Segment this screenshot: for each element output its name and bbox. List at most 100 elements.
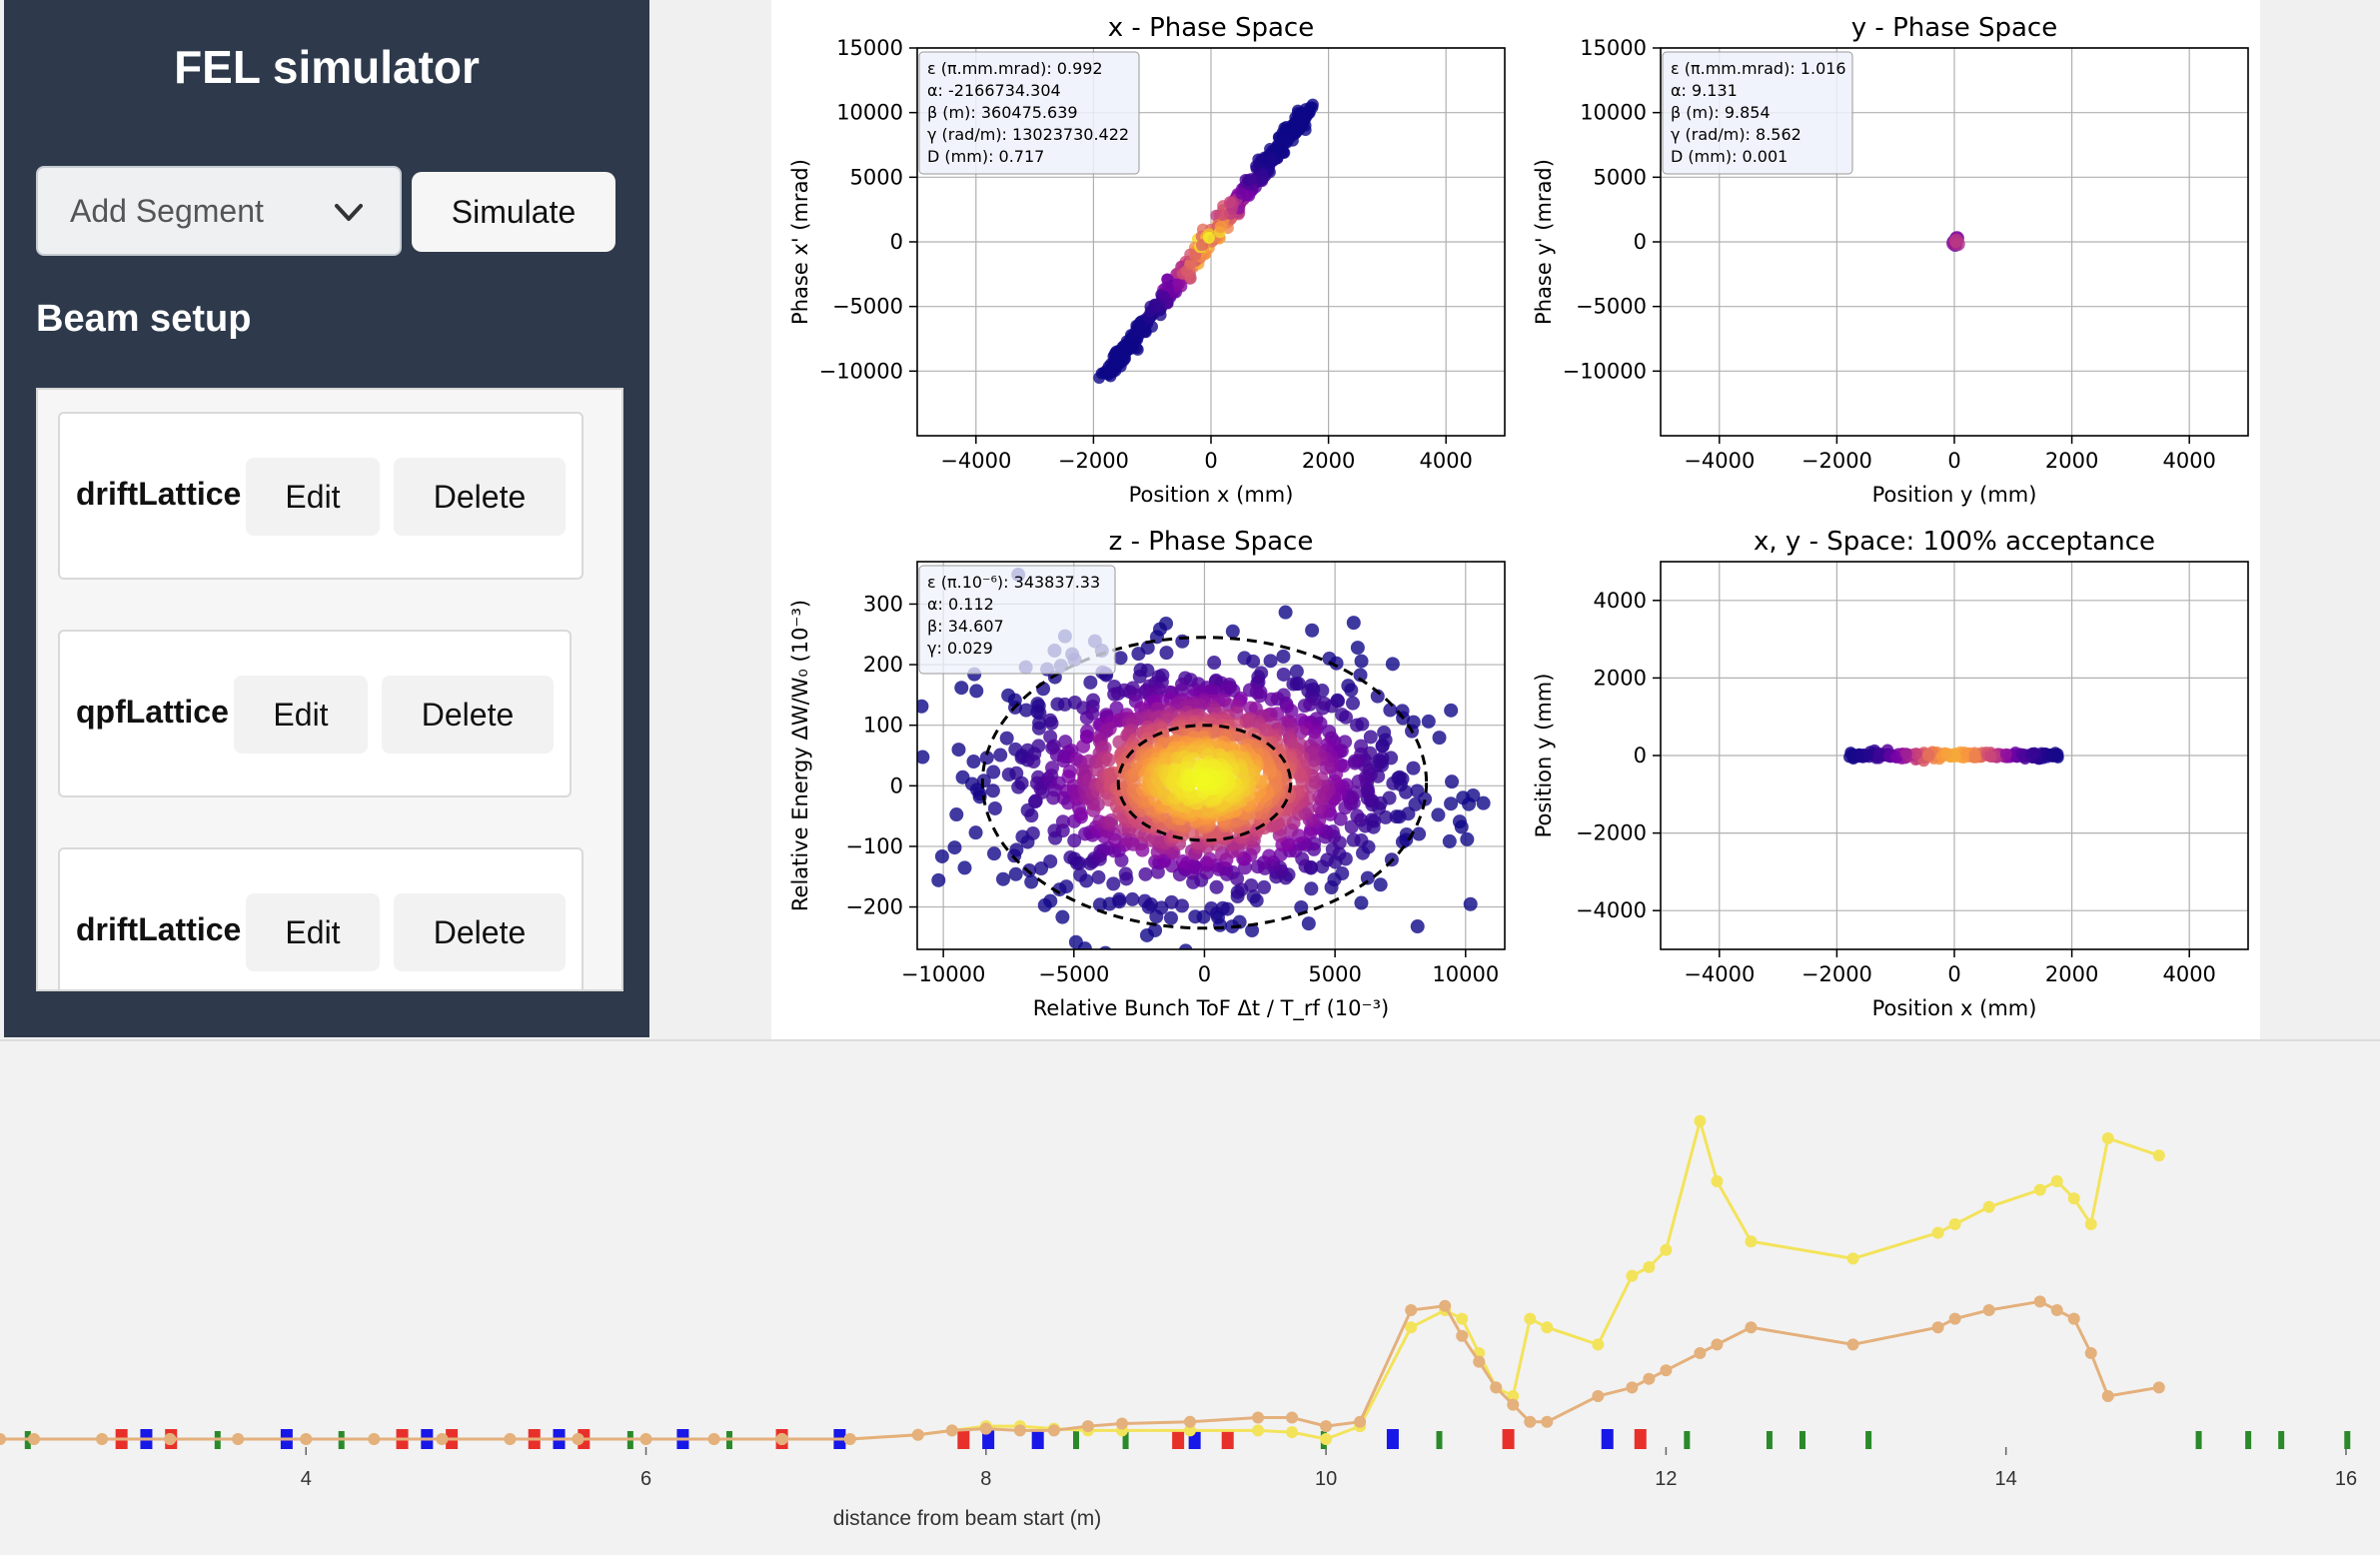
scatter-point [999, 731, 1014, 746]
add-segment-label: Add Segment [70, 192, 264, 229]
acceptance-ellipse [980, 636, 1429, 930]
series-point [1252, 1411, 1265, 1424]
series-point [1524, 1312, 1537, 1325]
edit-button[interactable]: Edit [246, 458, 380, 536]
series-point [572, 1433, 585, 1445]
scatter-point [1421, 714, 1436, 729]
y-tick-label: −2000 [1576, 821, 1647, 845]
segment-card: driftLattice Edit Delete [58, 847, 584, 989]
plot-title: x - Phase Space [1108, 13, 1314, 43]
stats-box-bg [1662, 51, 1853, 175]
scatter-point [1209, 879, 1224, 894]
stats-line: γ (rad/m): 13023730.422 [927, 125, 1129, 144]
scatter-point [1067, 851, 1082, 866]
series-point [1660, 1364, 1673, 1377]
scatter-point [1335, 708, 1350, 723]
y-tick-label: 5000 [850, 165, 903, 189]
scatter-point [917, 750, 930, 765]
scatter-point [1154, 953, 1168, 967]
series-point [979, 1422, 992, 1435]
stats-line: D (mm): 0.001 [1671, 147, 1787, 166]
y-tick-label: −5000 [832, 295, 903, 319]
scatter-point [1348, 756, 1363, 771]
stats-box: ε (π.10⁻⁶): 343837.33 α: 0.112 β: 34.607 γ:… [918, 565, 1116, 675]
scatter-points [1093, 98, 1319, 385]
simulate-button[interactable]: Simulate [412, 172, 615, 252]
series-point [1643, 1372, 1656, 1385]
x-tick-label: 10 [1315, 1468, 1337, 1490]
series-0 [0, 1114, 2165, 1445]
series-point [1592, 1390, 1605, 1402]
scatter-point [1067, 833, 1082, 848]
x-tick-label: 4000 [2162, 962, 2215, 986]
stats-line: ε (π.10⁻⁶): 343837.33 [927, 573, 1100, 592]
y-tick-label: 0 [890, 230, 903, 254]
scatter-point [1281, 136, 1294, 149]
x-tick-label: −2000 [1801, 449, 1872, 473]
segment-list[interactable]: driftLattice Edit Delete qpfLattice Edit… [36, 388, 623, 991]
add-segment-select[interactable]: Add Segment [36, 166, 402, 256]
scatter-point [1444, 796, 1459, 811]
scatter-point [1093, 372, 1106, 385]
scatter-point [1076, 739, 1091, 754]
scatter-point [844, 764, 858, 778]
x-tick-label: −2000 [1058, 449, 1129, 473]
scatter-point [1110, 687, 1125, 702]
series-point [911, 1428, 924, 1441]
delete-button[interactable]: Delete [382, 676, 554, 754]
x-tick-label: 4000 [1419, 449, 1472, 473]
series-point [1711, 1338, 1724, 1351]
scatter-point [1099, 945, 1112, 949]
series-point [1286, 1411, 1299, 1424]
stats-line: α: 9.131 [1671, 81, 1738, 100]
series-point [1354, 1415, 1367, 1428]
scatter-point [1159, 646, 1174, 661]
scatter-point [954, 681, 969, 696]
plot-frame [1660, 47, 2249, 437]
series-point [1252, 1424, 1265, 1437]
series-line [0, 1299, 2160, 1441]
y-tick-label: −200 [845, 895, 903, 919]
y-axis-label: Phase x' (mrad) [788, 159, 812, 325]
segment-card: qpfLattice Edit Delete [58, 630, 572, 797]
scatter-point [1009, 842, 1024, 857]
series-point [2084, 1347, 2097, 1359]
series-point [504, 1433, 517, 1445]
delete-button[interactable]: Delete [394, 893, 566, 971]
edit-button[interactable]: Edit [234, 676, 368, 754]
scatter-point [1132, 325, 1145, 338]
scatter-point [985, 783, 1000, 798]
x-axis-label: Relative Bunch ToF Δt / T_rf (10⁻³) [1033, 996, 1389, 1021]
y-tick-label: −100 [845, 834, 903, 858]
scatter-point [1253, 689, 1268, 704]
series-point [2067, 1312, 2080, 1325]
stats-line: α: 0.112 [927, 595, 994, 614]
x-tick-label: 10000 [1432, 962, 1499, 986]
lattice-element [1766, 1431, 1773, 1449]
edit-button[interactable]: Edit [246, 893, 380, 971]
scatter-point [1132, 669, 1147, 684]
segment-card: driftLattice Edit Delete [58, 412, 584, 580]
series-point [300, 1433, 313, 1445]
delete-button[interactable]: Delete [394, 458, 566, 536]
scatter-point [1245, 923, 1260, 938]
scatter-point [1244, 877, 1259, 892]
lattice-elements [24, 1429, 2351, 1449]
x-tick-label: 0 [1947, 449, 1960, 473]
scatter-point [1354, 654, 1369, 669]
scatter-point [1215, 900, 1230, 915]
x-tick-label: 2000 [2045, 449, 2098, 473]
x-tick-label: 2000 [2045, 962, 2098, 986]
scatter-point [1044, 716, 1059, 731]
scatter-point [1410, 919, 1425, 934]
series-point [1320, 1433, 1333, 1445]
series-point [2152, 1381, 2165, 1394]
scatter-point [1202, 231, 1215, 244]
series-point [1081, 1420, 1094, 1433]
scatter-point [1032, 706, 1047, 721]
series-point [1184, 1424, 1196, 1437]
scatter-point [1360, 870, 1375, 885]
scatter-point [1162, 281, 1175, 294]
series-point [2033, 1295, 2046, 1308]
scatter-point [1014, 776, 1029, 790]
